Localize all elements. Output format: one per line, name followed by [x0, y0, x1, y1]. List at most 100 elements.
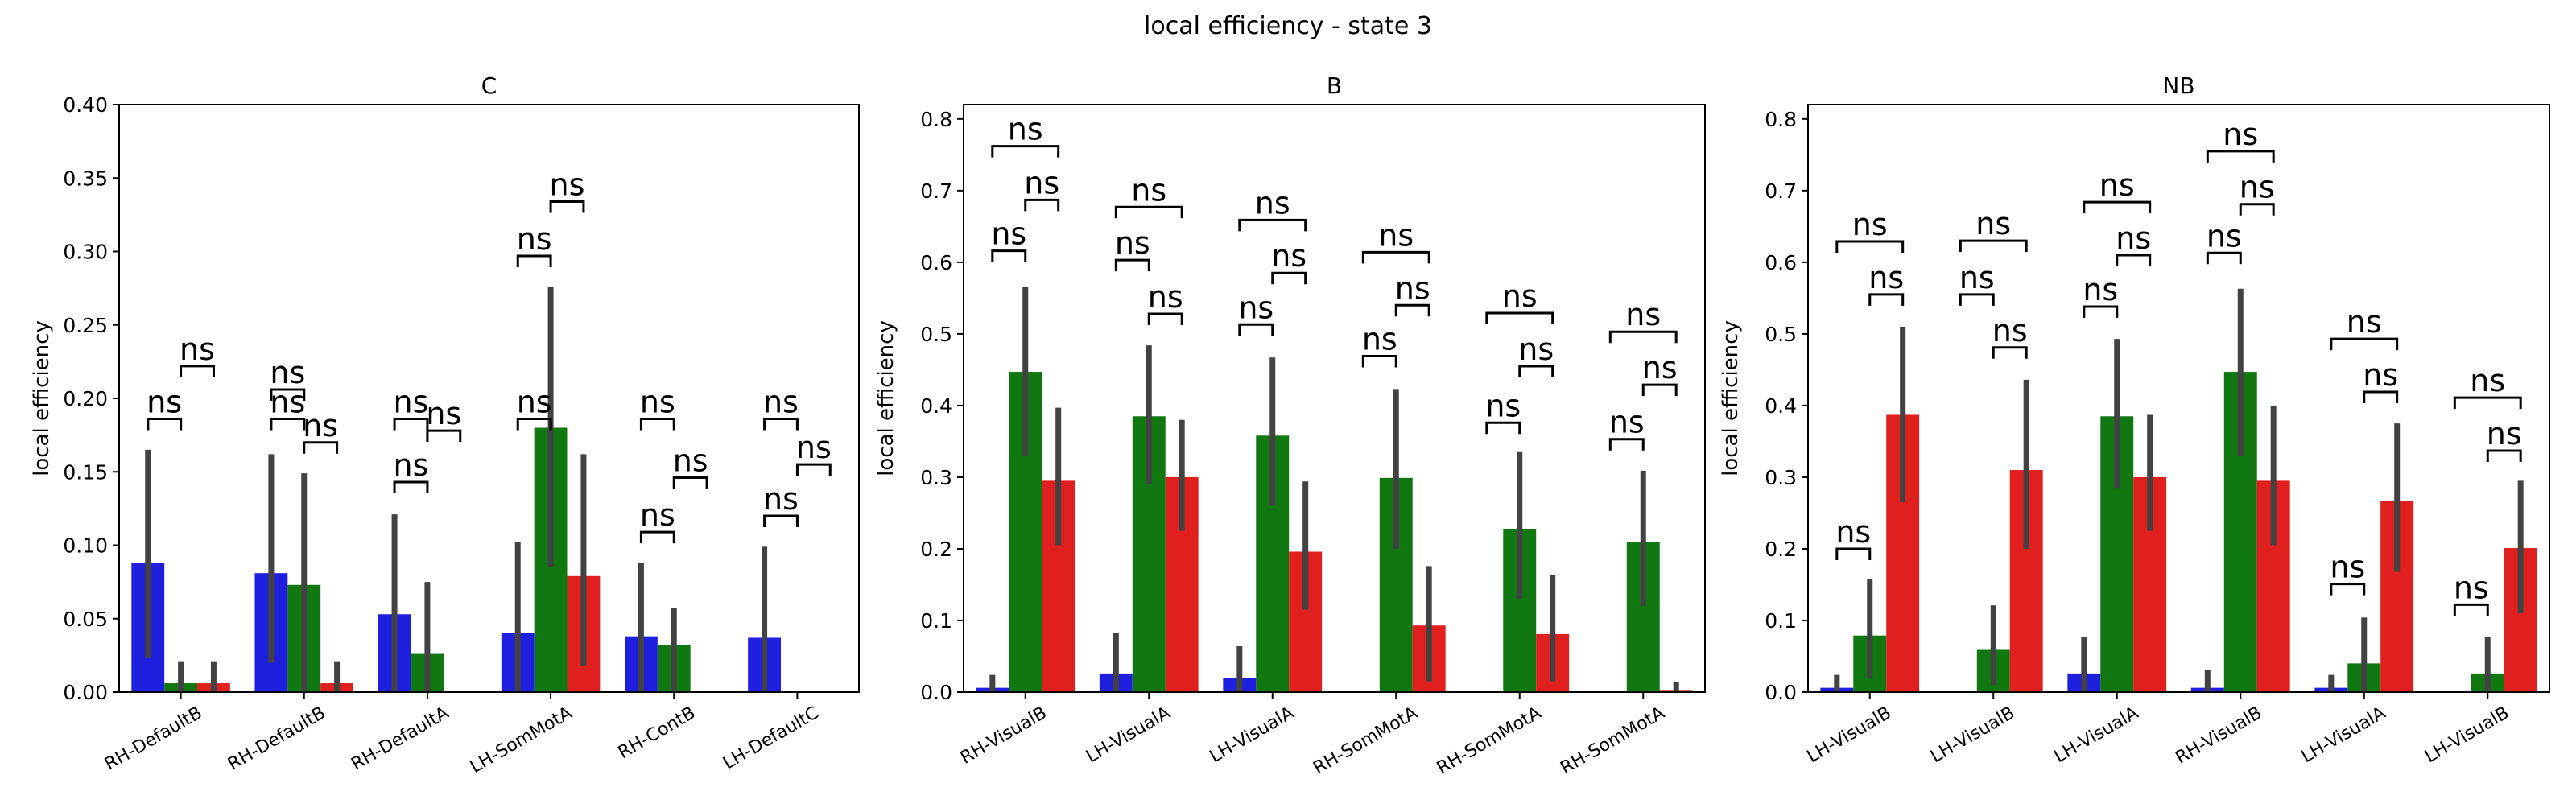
significance-bracket [516, 254, 552, 267]
x-tick-label: LH-VisualA [1083, 703, 1174, 768]
y-tick-label: 0.2 [920, 538, 952, 561]
x-tick-label: RH-SomMotA [1310, 703, 1421, 779]
panel-title: NB [2162, 72, 2194, 99]
significance-label: ns [2470, 363, 2505, 398]
significance-bracket [1518, 365, 1554, 377]
significance-bracket [1238, 323, 1274, 336]
x-tick-label: LH-VisualB [1804, 703, 1895, 768]
significance-label: ns [2083, 272, 2118, 307]
significance-label: ns [1362, 321, 1397, 357]
y-tick-label: 0.5 [1765, 323, 1797, 346]
significance-label: ns [673, 443, 708, 479]
significance-label: ns [2330, 550, 2365, 585]
y-tick-label: 0.30 [63, 241, 108, 264]
significance-bracket [1114, 205, 1183, 219]
significance-bracket [549, 200, 585, 213]
significance-bracket [1485, 421, 1521, 435]
axes-frame [963, 104, 1706, 693]
significance-label: ns [1868, 260, 1904, 295]
significance-bracket [672, 476, 708, 489]
y-tick-label: 0.4 [1765, 394, 1797, 418]
x-tick-label: LH-VisualB [2421, 703, 2512, 768]
significance-label: ns [640, 385, 675, 420]
panel-1: C 0.00 0.05 0.10 0.15 0.20 0.25 0.30 0.35 0.40 loc… [30, 72, 860, 778]
y-axis-label: local efficiency [30, 320, 54, 476]
significance-label: ns [1131, 172, 1166, 208]
y-tick-label: 0.8 [920, 108, 952, 131]
x-tick-label: RH-DefaultA [348, 703, 452, 775]
panel-3: NB 0.0 0.1 0.2 0.3 0.4 0.5 0.6 0.7 0.8 local effic… [1719, 72, 2550, 769]
significance-label: ns [394, 447, 429, 483]
significance-bracket [2330, 337, 2399, 351]
significance-bracket [763, 418, 799, 431]
significance-label: ns [2207, 218, 2242, 254]
significance-label: ns [517, 221, 552, 257]
x-tick-label: LH-VisualA [1207, 703, 1298, 768]
y-tick-label: 0.00 [63, 681, 108, 704]
significance-label: ns [270, 355, 305, 390]
y-axis-label: local efficiency [1719, 320, 1743, 476]
significance-bracket [2363, 390, 2399, 403]
y-tick-label: 0.25 [63, 314, 108, 337]
significance-label: ns [1485, 388, 1521, 423]
y-tick-label: 0.35 [63, 167, 108, 190]
significance-bracket [393, 418, 429, 431]
significance-label: ns [180, 332, 215, 367]
significance-bracket [1147, 312, 1183, 325]
significance-bracket [1992, 346, 2028, 359]
significance-bracket [991, 145, 1060, 158]
significance-bracket [1835, 547, 1872, 560]
y-tick-label: 0.4 [920, 394, 952, 418]
significance-label: ns [303, 408, 338, 443]
y-tick-label: 0.20 [63, 387, 108, 410]
panel-title: C [481, 72, 497, 99]
significance-bracket [516, 418, 552, 431]
significance-bracket [1641, 383, 1678, 397]
significance-label: ns [550, 167, 585, 202]
y-tick-label: 0.0 [920, 681, 952, 704]
significance-label: ns [1835, 514, 1871, 550]
significance-bracket [1361, 250, 1430, 264]
x-tick-label: LH-SomMotA [467, 703, 576, 778]
significance-bracket [2239, 203, 2275, 216]
significance-bracket [180, 365, 215, 377]
panel-title: B [1327, 72, 1342, 99]
significance-bracket [1835, 240, 1905, 254]
significance-bracket [2486, 449, 2522, 462]
significance-label: ns [763, 481, 799, 517]
y-tick-label: 0.15 [63, 460, 108, 484]
significance-label: ns [1852, 207, 1888, 242]
significance-label: ns [1518, 332, 1554, 367]
significance-label: ns [1378, 217, 1414, 253]
x-tick-label: LH-DefaultC [720, 703, 822, 774]
y-tick-label: 0.05 [63, 608, 108, 631]
x-tick-label: RH-SomMotA [1557, 703, 1668, 779]
figure-title: local efficiency - state 3 [1144, 12, 1432, 40]
significance-bracket [1238, 218, 1307, 232]
x-tick-label: RH-VisualB [957, 703, 1051, 769]
significance-label: ns [1115, 225, 1150, 261]
y-tick-label: 0.5 [920, 323, 952, 346]
significance-bracket [1114, 258, 1150, 272]
significance-label: ns [147, 385, 182, 420]
y-tick-label: 0.10 [63, 534, 108, 558]
significance-label: ns [1959, 260, 1995, 295]
significance-bracket [270, 388, 306, 402]
y-tick-label: 0.1 [1765, 609, 1797, 633]
significance-label: ns [1008, 112, 1043, 147]
panel-2: B 0.0 0.1 0.2 0.3 0.4 0.5 0.6 0.7 0.8 local effici… [874, 72, 1706, 779]
significance-bracket [1024, 198, 1060, 212]
x-tick-label: LH-VisualB [1927, 703, 2018, 768]
y-tick-label: 0.3 [920, 466, 952, 489]
y-tick-label: 0.7 [1765, 179, 1797, 203]
significance-label: ns [394, 385, 429, 420]
significance-bracket [763, 514, 799, 527]
significance-bracket [1959, 293, 1995, 306]
x-tick-label: RH-DefaultB [101, 703, 206, 775]
y-tick-label: 0.1 [920, 609, 952, 633]
significance-label: ns [1609, 405, 1645, 440]
axes-frame [1807, 104, 2550, 693]
significance-bracket [303, 441, 339, 454]
